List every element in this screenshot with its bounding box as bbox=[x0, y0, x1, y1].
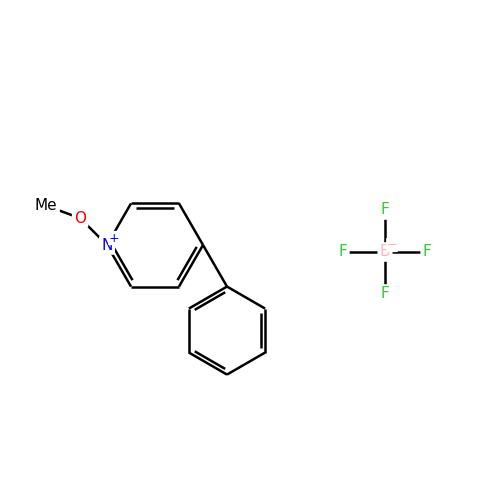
Text: +: + bbox=[108, 232, 120, 244]
Text: B: B bbox=[380, 244, 390, 260]
Text: −: − bbox=[387, 238, 397, 252]
Text: N: N bbox=[102, 238, 112, 252]
Text: F: F bbox=[422, 244, 432, 260]
Text: O: O bbox=[74, 210, 86, 226]
Text: F: F bbox=[338, 244, 347, 260]
Text: F: F bbox=[380, 202, 390, 218]
Text: F: F bbox=[380, 286, 390, 302]
Text: Me: Me bbox=[35, 198, 58, 214]
